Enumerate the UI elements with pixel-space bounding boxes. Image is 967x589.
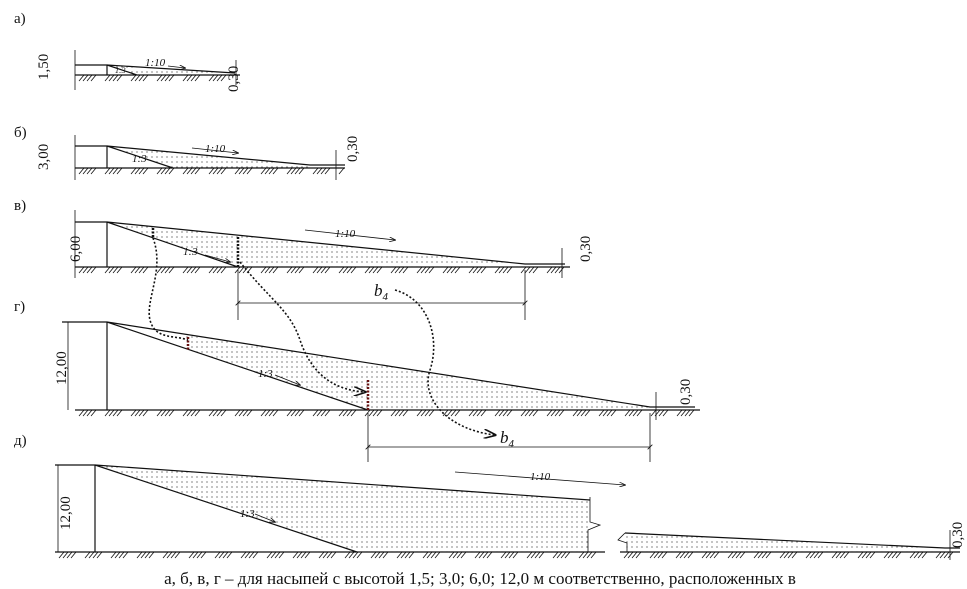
height-label: 1,50 bbox=[36, 54, 52, 80]
arrow bbox=[304, 229, 395, 240]
transfer-curve bbox=[394, 289, 495, 435]
slope-side: 1:3 bbox=[132, 153, 147, 165]
base-label: 0,30 bbox=[950, 522, 966, 548]
arrow bbox=[191, 147, 238, 153]
embankment bbox=[75, 221, 570, 268]
slope-side: 1:3 bbox=[183, 246, 198, 258]
ground-hatching bbox=[58, 74, 954, 559]
arrow bbox=[167, 66, 185, 68]
slope-side: 1:3 bbox=[240, 508, 255, 520]
fill bbox=[625, 533, 945, 552]
height-label: 6,00 bbox=[68, 236, 84, 262]
base-label: 0,30 bbox=[678, 379, 694, 405]
slope-side: 1:3 bbox=[258, 368, 273, 380]
marker bbox=[151, 228, 240, 267]
embankment bbox=[62, 321, 700, 411]
slope-top: 1:10 bbox=[530, 471, 551, 483]
base-label: 0,30 bbox=[345, 136, 361, 162]
panel-g: г) 12,00 1:3 0,30 b4 bbox=[14, 299, 700, 462]
height-label: 3,00 bbox=[36, 144, 52, 170]
dimension bbox=[74, 135, 337, 180]
panel-label: г) bbox=[14, 299, 25, 315]
fill bbox=[107, 222, 525, 267]
b4-label: b4 bbox=[500, 428, 515, 450]
panel-label: б) bbox=[14, 125, 27, 141]
panel-a: а) 1,50 1:10 1:3 0,30 bbox=[14, 11, 242, 92]
panel-label: а) bbox=[14, 11, 26, 27]
transfer-curve bbox=[148, 237, 189, 341]
b4-label: b4 bbox=[374, 281, 389, 303]
slope-top: 1:10 bbox=[335, 228, 356, 240]
panel-label: в) bbox=[14, 198, 26, 214]
hatch bbox=[58, 74, 954, 559]
break-line bbox=[587, 497, 628, 552]
arrow bbox=[454, 471, 625, 485]
arrow bbox=[274, 374, 300, 385]
dimension bbox=[74, 210, 563, 320]
caption: а, б, в, г – для насыпей с высотой 1,5; … bbox=[164, 569, 796, 588]
panel-d: д) 12,00 1:10 1:3 0,30 bbox=[14, 433, 966, 560]
embankment bbox=[75, 64, 240, 76]
embankment bbox=[55, 464, 960, 553]
dimension bbox=[74, 50, 237, 90]
panel-b: б) 3,00 1:10 1:3 0,30 bbox=[14, 125, 361, 180]
panel-v: в) 6,00 1:10 1:3 0,30 b4 bbox=[14, 198, 594, 320]
height-label: 12,00 bbox=[58, 496, 74, 530]
dimension bbox=[67, 322, 657, 462]
slope-top: 1:10 bbox=[145, 57, 166, 69]
fill bbox=[95, 465, 590, 552]
arrow bbox=[204, 254, 230, 262]
slope-top: 1:10 bbox=[205, 143, 226, 155]
panel-label: д) bbox=[14, 433, 27, 449]
height-label: 12,00 bbox=[54, 351, 70, 385]
arrow bbox=[254, 513, 275, 522]
dimension bbox=[57, 465, 951, 560]
slope-side: 1:3 bbox=[115, 66, 126, 75]
marker bbox=[186, 337, 370, 410]
fill bbox=[186, 335, 650, 410]
base-label: 0,30 bbox=[578, 236, 594, 262]
base-label: 0,30 bbox=[226, 66, 242, 92]
embankment bbox=[75, 145, 345, 169]
